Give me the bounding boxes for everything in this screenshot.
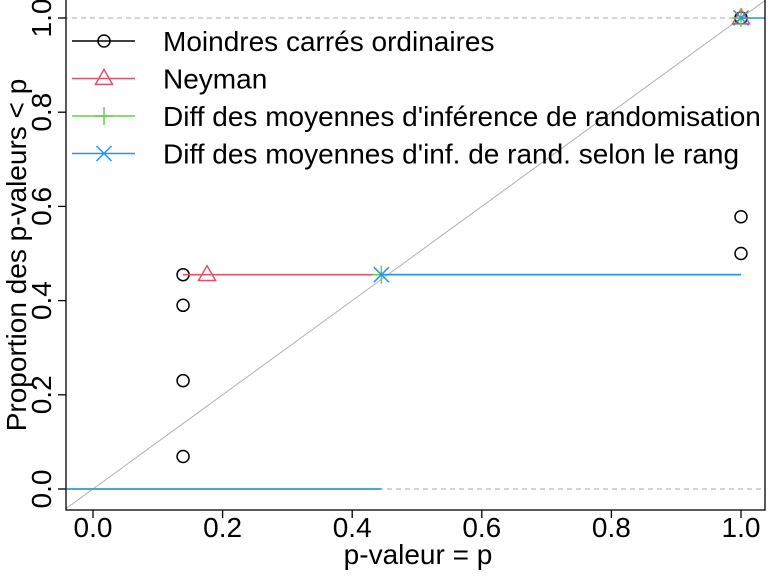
- legend-item: Neyman: [72, 64, 267, 95]
- y-tick-label: 0.8: [26, 93, 57, 132]
- legend-marker: [94, 67, 114, 86]
- reference-diagonal: [66, 0, 765, 510]
- y-tick-label: 1.0: [26, 0, 57, 37]
- y-tick-label: 0.4: [26, 281, 57, 320]
- legend-label: Diff des moyennes d'inf. de rand. selon …: [163, 139, 739, 170]
- legend-label: Neyman: [163, 64, 267, 95]
- series-4: [67, 9, 765, 490]
- reference-lines: [66, 0, 765, 510]
- legend-item: Diff des moyennes d'inf. de rand. selon …: [72, 139, 739, 170]
- y-tick-label: 0.6: [26, 187, 57, 226]
- legend-label: Moindres carrés ordinaires: [163, 26, 494, 57]
- plot-frame: [65, 0, 766, 511]
- series-layer: [67, 7, 765, 490]
- series-4-point: [732, 9, 750, 27]
- legend-marker: [95, 145, 113, 162]
- y-axis-label: Proportion des p-valeurs < p: [1, 79, 32, 432]
- series-1-point-shape: [734, 210, 748, 224]
- series-1-point-shape: [176, 449, 190, 464]
- y-tick-label: 0.0: [26, 470, 57, 509]
- series-4-point-d2: [732, 9, 750, 27]
- series-1-point-shape: [176, 298, 190, 313]
- series-1-point: [176, 449, 190, 464]
- legend-marker-shape: [94, 67, 114, 86]
- x-tick-label: 0.8: [592, 512, 631, 543]
- x-tick-label: 0.4: [333, 512, 372, 543]
- x-tick-label: 1.0: [722, 512, 761, 543]
- legend-marker-shape: [97, 34, 111, 48]
- series-4-point: [373, 266, 390, 283]
- legend-item: Moindres carrés ordinaires: [72, 26, 494, 57]
- series-1-point: [176, 373, 190, 388]
- y-tick-label: 0.2: [26, 375, 57, 414]
- series-1-point: [176, 298, 190, 313]
- series-1-point: [734, 210, 748, 224]
- series-2-point-shape: [197, 264, 217, 282]
- series-2: [183, 7, 751, 282]
- legend-label: Diff des moyennes d'inférence de randomi…: [163, 101, 761, 132]
- x-axis-label: p-valeur = p: [344, 539, 493, 570]
- legend-marker: [97, 34, 111, 48]
- series-1-point: [734, 246, 748, 261]
- x-tick-label: 0.2: [203, 512, 242, 543]
- legend-marker-d2: [95, 145, 113, 162]
- legend-marker: [95, 107, 113, 125]
- series-2-point: [197, 264, 217, 282]
- series-1-point-shape: [734, 246, 748, 261]
- series-1-point-shape: [176, 373, 190, 388]
- series-4-point-d2: [373, 266, 390, 283]
- legend-item: Diff des moyennes d'inférence de randomi…: [72, 101, 761, 132]
- axes: 0.0 0.2 0.4 0.6 0.8 1.0 0.0 0.2 0.4 0.6 0.8 1.0: [26, 0, 760, 543]
- x-tick-label: 0.6: [462, 512, 501, 543]
- x-tick-label: 0.0: [74, 512, 113, 543]
- legend: Moindres carrés ordinaires Neyman Diff des…: [72, 26, 761, 170]
